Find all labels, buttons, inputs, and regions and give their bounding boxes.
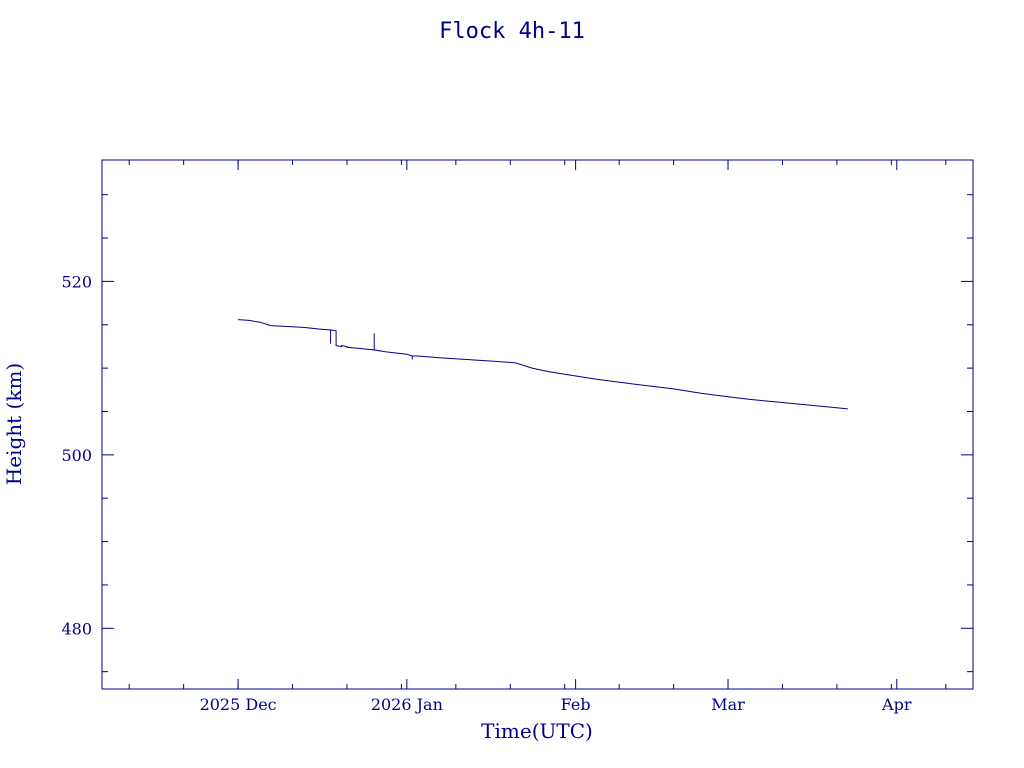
x-tick-label: 2025 Dec [200,695,277,714]
x-tick-label: Feb [561,695,591,714]
height-series-line [238,319,848,410]
x-tick-label: Mar [711,695,745,714]
data-layer [238,319,848,410]
plot-frame [101,159,974,690]
y-tick-label: 520 [61,272,92,291]
chart-title: Flock 4h-11 [439,19,585,44]
y-tick-label: 480 [61,619,92,638]
x-tick-label: Apr [881,695,912,714]
y-tick-label: 500 [61,446,92,465]
x-axis-label: Time(UTC) [481,719,593,743]
axis-ticks: 2025 Dec 2026 Jan Feb Mar Apr 480 500 520 [61,160,973,714]
y-axis-label: Height (km) [2,363,26,485]
x-tick-label: 2026 Jan [371,695,443,714]
